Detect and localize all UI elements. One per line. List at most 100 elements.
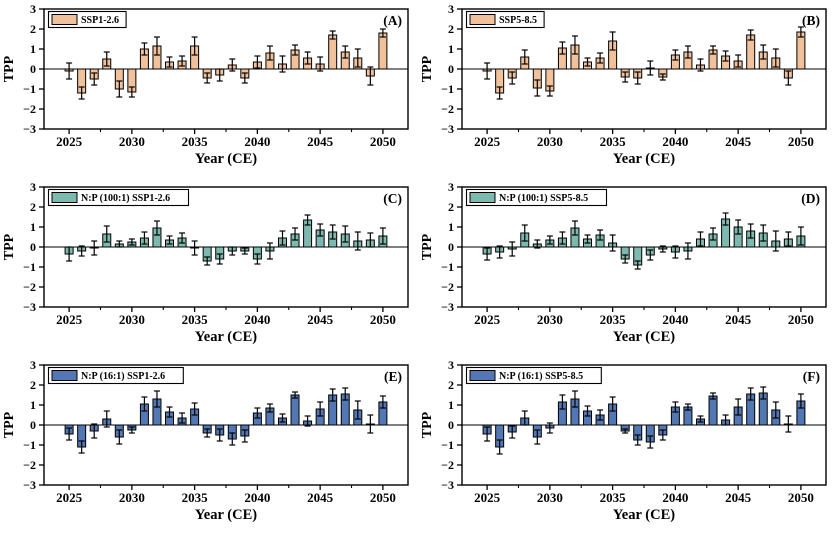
axis-title-y: TPP bbox=[420, 55, 435, 82]
panel-e: 3 2 1 0 −1 −2 −3 2025 2030 2035 2040 2045 2050 N:P (1… bbox=[0, 356, 418, 534]
y-tick-label--1: −1 bbox=[23, 438, 36, 452]
legend-label: N:P (100:1) SSP5-8.5 bbox=[499, 193, 588, 204]
x-tick-label-2035: 2035 bbox=[600, 490, 627, 505]
x-tick-label-2050: 2050 bbox=[370, 134, 396, 149]
x-tick-label-2050: 2050 bbox=[788, 490, 814, 505]
panel-letter: (A) bbox=[383, 13, 402, 28]
y-tick-label-1: 1 bbox=[30, 398, 36, 412]
axis-title-y: TPP bbox=[420, 233, 435, 260]
x-tick-label-2050: 2050 bbox=[788, 312, 814, 327]
panel-b: 3 2 1 0 −1 −2 −3 2025 2030 2035 2040 2045 2050 SSP5-8… bbox=[418, 0, 836, 178]
y-tick-label--1: −1 bbox=[23, 260, 36, 274]
y-tick-label--3: −3 bbox=[23, 300, 36, 314]
y-tick-label-0: 0 bbox=[448, 240, 454, 254]
y-tick-label-1: 1 bbox=[30, 220, 36, 234]
x-tick-label-2030: 2030 bbox=[537, 134, 563, 149]
axis-title-x: Year (CE) bbox=[613, 507, 675, 523]
legend-swatch bbox=[51, 370, 78, 381]
panel-e-chart: 3 2 1 0 −1 −2 −3 2025 2030 2035 2040 2045 2050 N:P (1… bbox=[2, 358, 409, 523]
x-tick-label-2050: 2050 bbox=[370, 490, 396, 505]
axis-title-x: Year (CE) bbox=[613, 329, 675, 345]
x-tick-label-2035: 2035 bbox=[182, 134, 209, 149]
panel-b-chart: 3 2 1 0 −1 −2 −3 2025 2030 2035 2040 2045 2050 SSP5-8… bbox=[420, 2, 827, 167]
panel-f: 3 2 1 0 −1 −2 −3 2025 2030 2035 2040 2045 2050 N:P (1… bbox=[418, 356, 836, 534]
x-tick-label-2040: 2040 bbox=[662, 490, 688, 505]
x-tick-label-2035: 2035 bbox=[600, 134, 627, 149]
bar-2046 bbox=[328, 34, 338, 70]
x-tick-label-2040: 2040 bbox=[662, 312, 688, 327]
x-tick-label-2035: 2035 bbox=[600, 312, 627, 327]
y-tick-label-0: 0 bbox=[448, 418, 454, 432]
legend-label: N:P (16:1) SSP5-8.5 bbox=[499, 371, 583, 382]
bar-2043 bbox=[290, 394, 300, 426]
x-tick-label-2045: 2045 bbox=[725, 134, 752, 149]
bar-2043 bbox=[708, 395, 718, 426]
axis-title-x: Year (CE) bbox=[195, 329, 257, 345]
x-tick-label-2025: 2025 bbox=[56, 312, 83, 327]
y-tick-label--3: −3 bbox=[441, 122, 454, 136]
y-tick-label--2: −2 bbox=[441, 280, 454, 294]
x-tick-label-2030: 2030 bbox=[119, 490, 145, 505]
y-tick-label-2: 2 bbox=[448, 200, 454, 214]
legend-label: SSP5-8.5 bbox=[499, 15, 537, 26]
legend-swatch bbox=[51, 14, 78, 25]
x-tick-label-2040: 2040 bbox=[244, 312, 270, 327]
x-tick-label-2030: 2030 bbox=[537, 490, 563, 505]
x-tick-label-2025: 2025 bbox=[56, 134, 83, 149]
y-tick-label-3: 3 bbox=[448, 2, 454, 16]
y-tick-label-2: 2 bbox=[448, 22, 454, 36]
legend-swatch bbox=[469, 370, 496, 381]
x-tick-label-2040: 2040 bbox=[244, 134, 270, 149]
x-tick-label-2045: 2045 bbox=[307, 134, 334, 149]
axis-title-x: Year (CE) bbox=[195, 151, 257, 167]
y-tick-label--1: −1 bbox=[441, 260, 454, 274]
x-tick-label-2035: 2035 bbox=[182, 490, 209, 505]
x-tick-label-2050: 2050 bbox=[788, 134, 814, 149]
bar-2050 bbox=[378, 32, 388, 70]
y-tick-label--1: −1 bbox=[441, 438, 454, 452]
legend-label: SSP1-2.6 bbox=[81, 15, 119, 26]
y-tick-label-2: 2 bbox=[30, 22, 36, 36]
legend-swatch bbox=[469, 192, 496, 203]
y-tick-label-3: 3 bbox=[30, 358, 36, 372]
panel-letter: (E) bbox=[384, 369, 402, 384]
x-tick-label-2045: 2045 bbox=[307, 312, 334, 327]
y-tick-label--2: −2 bbox=[441, 102, 454, 116]
panel-letter: (D) bbox=[801, 191, 820, 206]
x-tick-label-2045: 2045 bbox=[307, 490, 334, 505]
y-tick-label--3: −3 bbox=[441, 300, 454, 314]
y-tick-label-3: 3 bbox=[448, 358, 454, 372]
legend-box bbox=[465, 188, 608, 207]
y-tick-label-1: 1 bbox=[448, 220, 454, 234]
y-tick-label-0: 0 bbox=[30, 62, 36, 76]
x-tick-label-2025: 2025 bbox=[474, 490, 501, 505]
y-tick-label-1: 1 bbox=[448, 398, 454, 412]
x-tick-label-2045: 2045 bbox=[725, 312, 752, 327]
x-tick-label-2025: 2025 bbox=[56, 490, 83, 505]
legend-box bbox=[47, 366, 184, 385]
legend-box bbox=[47, 188, 190, 207]
panel-c-chart: 3 2 1 0 −1 −2 −3 2025 2030 2035 2040 2045 2050 N:P (1… bbox=[2, 180, 409, 345]
y-tick-label-0: 0 bbox=[448, 62, 454, 76]
x-tick-label-2040: 2040 bbox=[244, 490, 270, 505]
y-tick-label--3: −3 bbox=[23, 478, 36, 492]
y-tick-label-3: 3 bbox=[30, 2, 36, 16]
panel-d: 3 2 1 0 −1 −2 −3 2025 2030 2035 2040 2045 2050 N:P (1… bbox=[418, 178, 836, 356]
y-tick-label--2: −2 bbox=[23, 280, 36, 294]
x-tick-label-2025: 2025 bbox=[474, 134, 501, 149]
x-tick-label-2050: 2050 bbox=[370, 312, 396, 327]
panel-a-chart: 3 2 1 0 −1 −2 −3 2025 2030 2035 2040 2045 2050 SSP1-2… bbox=[2, 2, 409, 167]
panel-f-chart: 3 2 1 0 −1 −2 −3 2025 2030 2035 2040 2045 2050 N:P (1… bbox=[420, 358, 827, 523]
legend-label: N:P (16:1) SSP1-2.6 bbox=[81, 371, 165, 382]
x-tick-label-2040: 2040 bbox=[662, 134, 688, 149]
y-tick-label-0: 0 bbox=[30, 240, 36, 254]
y-tick-label--1: −1 bbox=[23, 82, 36, 96]
y-tick-label--2: −2 bbox=[23, 458, 36, 472]
y-tick-label-0: 0 bbox=[30, 418, 36, 432]
panel-d-chart: 3 2 1 0 −1 −2 −3 2025 2030 2035 2040 2045 2050 N:P (1… bbox=[420, 180, 827, 345]
axis-title-x: Year (CE) bbox=[195, 507, 257, 523]
y-tick-label--2: −2 bbox=[23, 102, 36, 116]
legend-swatch bbox=[469, 14, 496, 25]
x-tick-label-2045: 2045 bbox=[725, 490, 752, 505]
